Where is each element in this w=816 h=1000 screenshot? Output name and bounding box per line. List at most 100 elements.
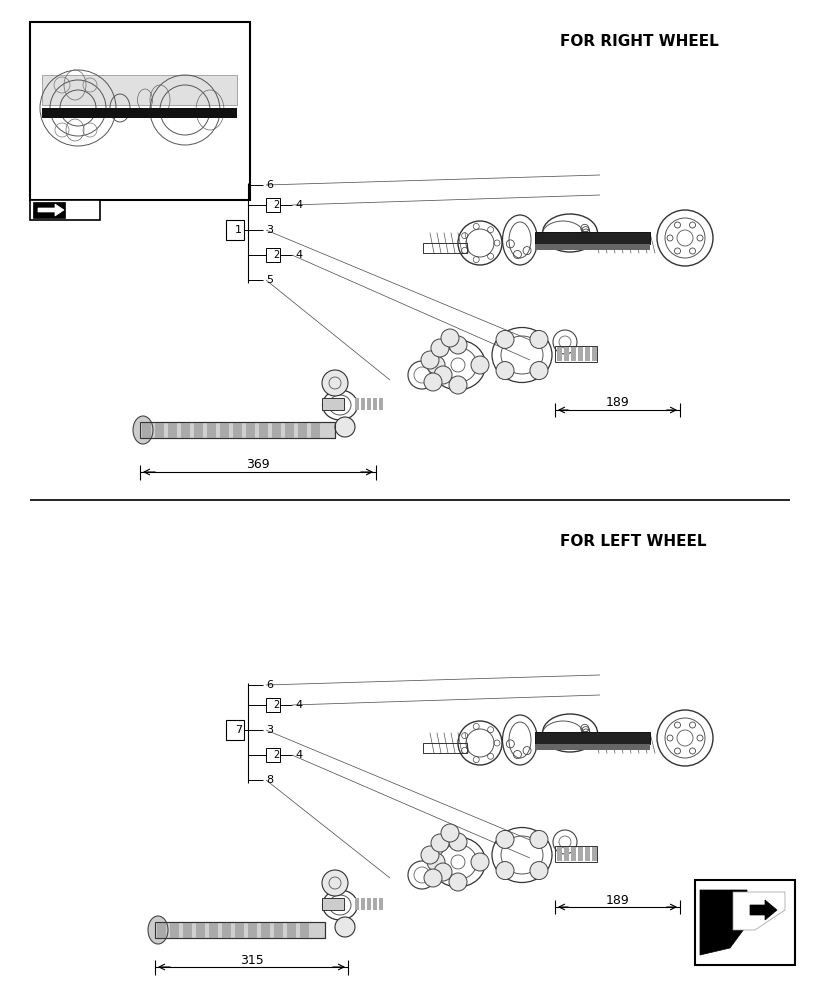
Circle shape	[471, 356, 489, 374]
Circle shape	[322, 870, 348, 896]
Bar	[557, 847, 562, 861]
Text: 8: 8	[266, 775, 273, 785]
Bar	[300, 922, 309, 938]
Bar	[355, 898, 359, 910]
Circle shape	[441, 329, 459, 347]
Circle shape	[322, 370, 348, 396]
Bar	[209, 922, 218, 938]
Bar	[181, 422, 190, 438]
Bar	[140, 422, 335, 438]
Bar	[170, 922, 179, 938]
Circle shape	[496, 362, 514, 380]
Circle shape	[449, 833, 467, 851]
Circle shape	[449, 336, 467, 354]
Circle shape	[441, 824, 459, 842]
Bar	[585, 347, 590, 361]
Circle shape	[431, 339, 449, 357]
Ellipse shape	[133, 416, 153, 444]
Bar	[555, 846, 597, 862]
Circle shape	[530, 362, 548, 380]
Bar	[355, 398, 359, 410]
Bar	[379, 898, 383, 910]
Bar	[373, 398, 377, 410]
Bar	[157, 922, 166, 938]
Bar	[259, 422, 268, 438]
Circle shape	[530, 330, 548, 348]
Text: 3: 3	[266, 725, 273, 735]
Bar	[140, 422, 335, 438]
Text: 4: 4	[295, 750, 302, 760]
Circle shape	[496, 330, 514, 348]
Circle shape	[496, 830, 514, 848]
Bar	[226, 720, 244, 740]
Bar	[194, 422, 203, 438]
Text: 315: 315	[240, 954, 264, 966]
Bar	[42, 108, 237, 118]
Text: FOR LEFT WHEEL: FOR LEFT WHEEL	[560, 534, 707, 550]
Bar	[274, 922, 283, 938]
Bar	[168, 422, 177, 438]
Text: 4: 4	[295, 700, 302, 710]
Bar	[183, 922, 192, 938]
Bar	[578, 847, 583, 861]
Text: 7: 7	[235, 725, 242, 735]
Circle shape	[530, 830, 548, 848]
Polygon shape	[700, 890, 747, 955]
Bar	[564, 847, 569, 861]
Bar	[555, 346, 597, 362]
Circle shape	[434, 366, 452, 384]
Bar	[535, 244, 650, 250]
Text: 2: 2	[273, 750, 279, 760]
Circle shape	[431, 834, 449, 852]
Bar	[535, 732, 650, 744]
Text: 2: 2	[273, 700, 279, 710]
Bar	[226, 220, 244, 240]
Bar	[272, 422, 281, 438]
Ellipse shape	[148, 916, 168, 944]
Bar	[361, 398, 365, 410]
Bar	[266, 698, 280, 712]
Circle shape	[496, 862, 514, 880]
Bar	[30, 22, 250, 200]
Bar	[695, 880, 795, 965]
Bar	[42, 108, 237, 118]
Bar	[571, 347, 576, 361]
Text: 2: 2	[273, 250, 279, 260]
Bar	[261, 922, 270, 938]
Bar	[423, 743, 467, 753]
Bar	[222, 922, 231, 938]
Text: 189: 189	[605, 396, 629, 410]
Bar	[423, 243, 467, 253]
Circle shape	[421, 351, 439, 369]
Bar	[585, 847, 590, 861]
Bar	[322, 398, 344, 410]
Text: 6: 6	[266, 680, 273, 690]
Text: 1: 1	[235, 225, 242, 235]
Bar	[233, 422, 242, 438]
Bar	[564, 347, 569, 361]
Circle shape	[424, 869, 442, 887]
Bar	[142, 422, 151, 438]
Circle shape	[471, 853, 489, 871]
Polygon shape	[33, 202, 65, 218]
Text: FOR RIGHT WHEEL: FOR RIGHT WHEEL	[560, 34, 719, 49]
Bar	[266, 248, 280, 262]
Bar	[535, 232, 650, 244]
Bar	[592, 347, 597, 361]
Text: 4: 4	[295, 200, 302, 210]
Bar	[379, 398, 383, 410]
Bar	[367, 398, 371, 410]
Text: 4: 4	[295, 250, 302, 260]
Bar	[155, 922, 325, 938]
Bar	[367, 898, 371, 910]
Text: 5: 5	[266, 275, 273, 285]
Bar	[571, 847, 576, 861]
Bar	[285, 422, 294, 438]
Bar	[311, 422, 320, 438]
Text: 2: 2	[273, 200, 279, 210]
Bar	[266, 748, 280, 762]
Circle shape	[424, 373, 442, 391]
Bar	[592, 847, 597, 861]
Circle shape	[530, 862, 548, 880]
Circle shape	[335, 417, 355, 437]
